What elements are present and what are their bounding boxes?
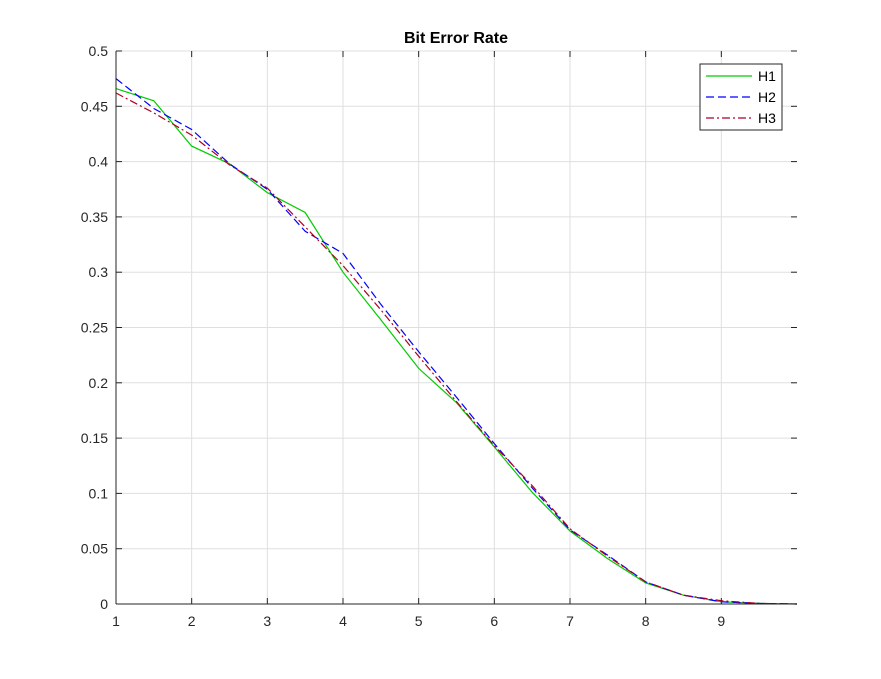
x-tick-label: 8 <box>642 613 650 629</box>
y-tick-label: 0.05 <box>81 541 108 557</box>
y-tick-label: 0.5 <box>89 43 109 59</box>
series-line-h3 <box>115 92 798 605</box>
y-tick-label: 0.1 <box>89 485 109 501</box>
y-tick-label: 0.25 <box>81 320 108 336</box>
y-tick-label: 0.15 <box>81 430 108 446</box>
legend-label-h3: H3 <box>758 110 776 126</box>
y-tick-label: 0.4 <box>89 154 109 170</box>
x-tick-label: 1 <box>112 613 120 629</box>
series-line-h2 <box>115 78 798 605</box>
y-tick-label: 0.2 <box>89 375 109 391</box>
x-tick-label: 4 <box>339 613 347 629</box>
legend-label-h2: H2 <box>758 89 776 105</box>
y-tick-labels: 0 0.05 0.1 0.15 0.2 0.25 0.3 0.35 0.4 0.45 0.5 <box>81 43 108 612</box>
x-tick-label: 7 <box>566 613 574 629</box>
x-tick-label: 9 <box>717 613 725 629</box>
legend: H1 H2 H3 <box>699 63 783 131</box>
y-tick-label: 0.45 <box>81 98 108 114</box>
y-tick-label: 0 <box>100 596 108 612</box>
legend-label-h1: H1 <box>758 68 776 84</box>
x-tick-label: 5 <box>415 613 423 629</box>
x-tick-labels: 1 2 3 4 5 6 7 8 9 <box>112 613 725 629</box>
chart-title: Bit Error Rate <box>404 30 508 47</box>
grid <box>115 50 797 605</box>
x-tick-label: 2 <box>188 613 196 629</box>
series-group <box>115 78 798 605</box>
y-tick-label: 0.35 <box>81 209 108 225</box>
series-line-h1 <box>115 88 798 605</box>
x-tick-label: 6 <box>490 613 498 629</box>
y-tick-label: 0.3 <box>89 264 109 280</box>
x-tick-label: 3 <box>263 613 271 629</box>
axes <box>115 50 797 605</box>
